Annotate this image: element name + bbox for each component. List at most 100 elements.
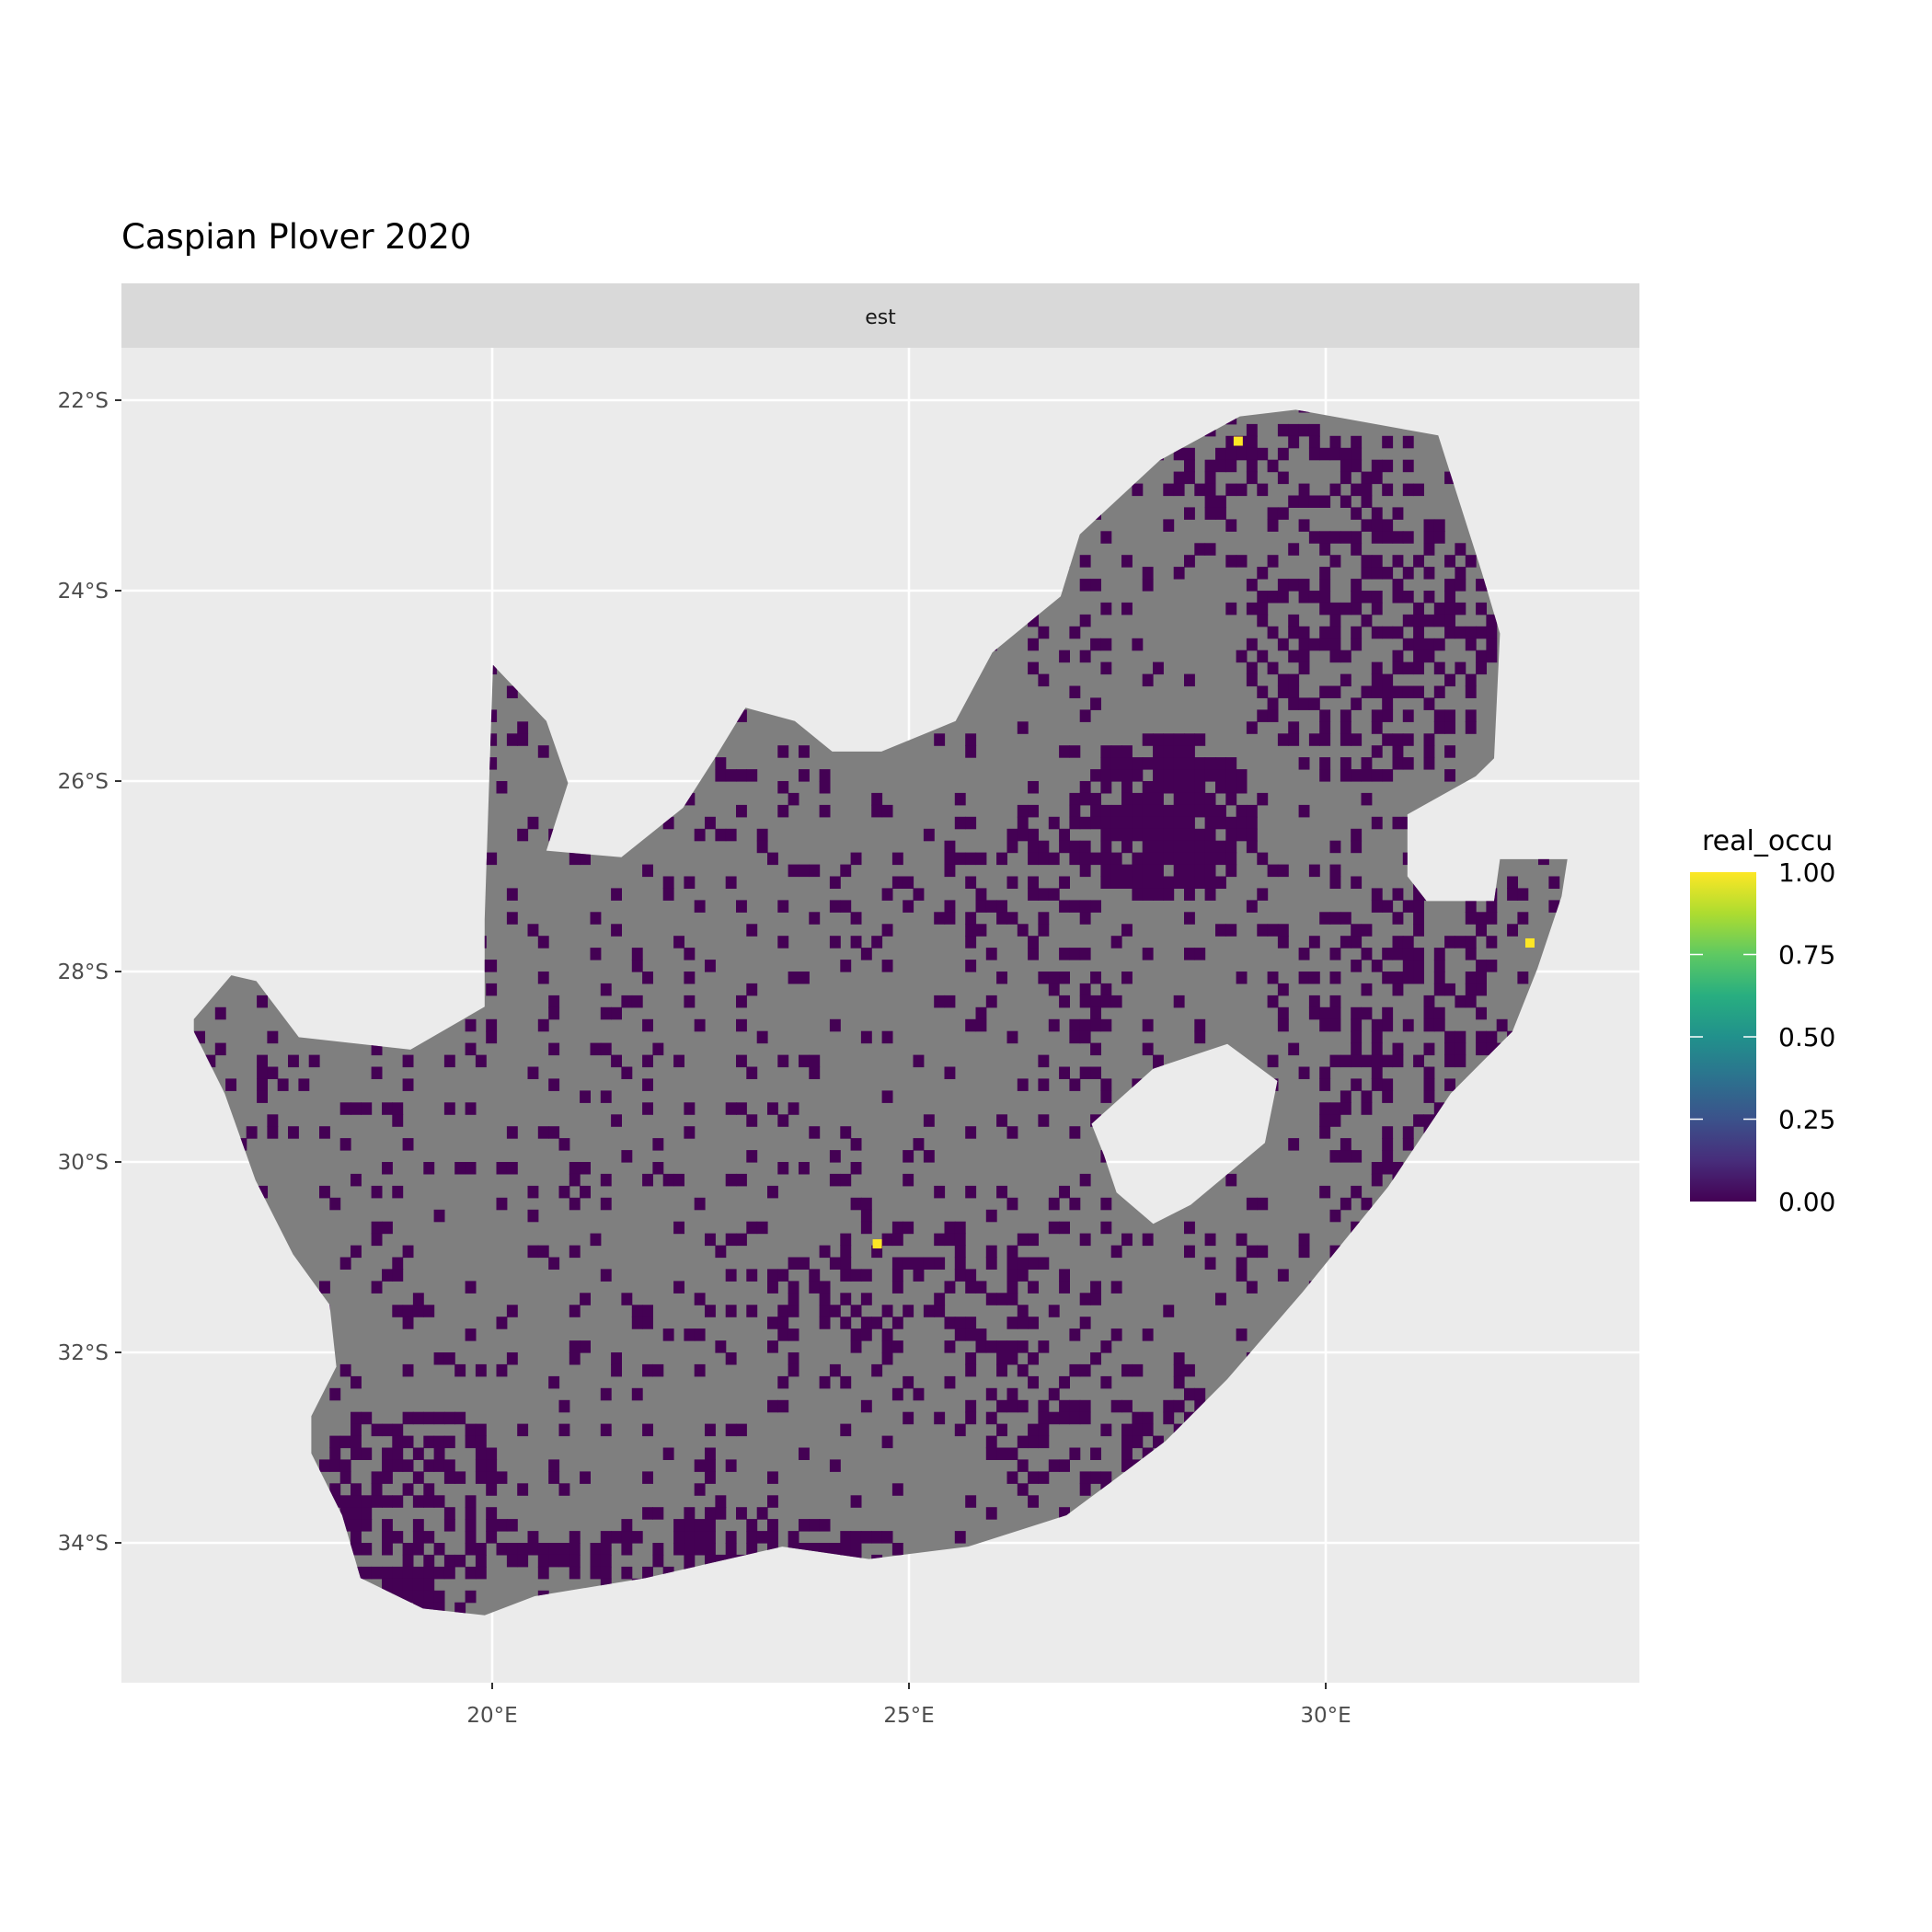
- occupancy-cell: [1246, 1281, 1258, 1294]
- occupancy-cell: [506, 888, 518, 901]
- occupancy-cell: [1455, 567, 1466, 580]
- occupancy-cell: [443, 1102, 455, 1115]
- occupancy-cell: [611, 1114, 622, 1127]
- occupancy-cell: [850, 1340, 862, 1353]
- occupancy-cell: [371, 1483, 383, 1496]
- occupancy-cell: [1371, 1042, 1383, 1056]
- occupancy-cell: [871, 792, 883, 806]
- occupancy-cell: [871, 1531, 883, 1544]
- occupancy-cell: [1017, 1435, 1029, 1449]
- occupancy-cell: [1121, 602, 1133, 615]
- occupancy-cell: [1329, 483, 1341, 497]
- occupancy-cell: [1100, 804, 1112, 818]
- occupancy-cell: [351, 1519, 362, 1532]
- occupancy-cell: [1433, 638, 1445, 651]
- occupancy-cell: [361, 1519, 373, 1532]
- occupancy-cell: [965, 1126, 977, 1139]
- occupancy-cell: [382, 1519, 393, 1532]
- occupancy-cell: [600, 1566, 612, 1580]
- occupancy-cell: [392, 1459, 404, 1472]
- occupancy-cell: [1444, 602, 1455, 615]
- occupancy-cell: [1225, 483, 1237, 497]
- occupancy-cell: [881, 1090, 893, 1103]
- occupancy-cell: [1163, 852, 1175, 866]
- occupancy-cell: [673, 1519, 684, 1532]
- occupancy-cell: [527, 1245, 539, 1259]
- occupancy-cell: [684, 1531, 696, 1544]
- occupancy-cell: [1392, 661, 1404, 675]
- occupancy-cell: [392, 1435, 404, 1449]
- occupancy-cell: [257, 1090, 268, 1103]
- occupancy-cell: [412, 1305, 424, 1317]
- occupancy-cell: [611, 1363, 622, 1377]
- occupancy-cell: [1382, 567, 1394, 580]
- occupancy-cell: [736, 900, 747, 913]
- occupancy-cell: [506, 733, 518, 746]
- occupancy-cell: [1204, 471, 1216, 485]
- occupancy-cell: [934, 1185, 946, 1199]
- occupancy-cell: [382, 1162, 393, 1175]
- occupancy-cell: [392, 1102, 404, 1115]
- occupancy-cell: [1246, 459, 1258, 473]
- occupancy-cell: [985, 1340, 997, 1353]
- occupancy-cell: [1059, 1269, 1070, 1282]
- occupancy-cell: [777, 1399, 789, 1413]
- occupancy-cell: [1382, 1150, 1394, 1163]
- occupancy-cell: [1277, 579, 1289, 592]
- occupancy-cell: [1100, 1018, 1112, 1032]
- occupancy-cell: [1236, 447, 1248, 461]
- occupancy-cell: [1048, 1197, 1060, 1211]
- occupancy-cell: [1153, 864, 1164, 878]
- occupancy-cell: [1204, 543, 1216, 556]
- occupancy-cell: [1173, 471, 1185, 485]
- occupancy-cell: [1090, 697, 1101, 710]
- occupancy-cell: [642, 1078, 653, 1091]
- occupancy-cell: [1184, 745, 1195, 758]
- occupancy-cell: [819, 769, 831, 782]
- occupancy-cell: [705, 1507, 716, 1520]
- occupancy-cell: [777, 900, 789, 913]
- occupancy-cell: [1308, 435, 1320, 449]
- occupancy-cell: [1433, 661, 1445, 675]
- occupancy-cell: [257, 1054, 268, 1068]
- occupancy-cell: [1496, 1018, 1508, 1032]
- occupancy-cell: [1184, 792, 1195, 806]
- occupancy-cell: [1090, 1042, 1101, 1056]
- occupancy-cell: [1486, 1030, 1498, 1044]
- occupancy-cell: [1351, 638, 1363, 651]
- occupancy-cell: [475, 1447, 487, 1460]
- occupancy-cell: [840, 900, 852, 913]
- occupancy-cell: [257, 1066, 268, 1079]
- occupancy-cell: [1371, 507, 1383, 520]
- occupancy-cell: [1444, 673, 1455, 687]
- occupancy-cell: [537, 1543, 549, 1556]
- occupancy-cell: [1476, 650, 1487, 663]
- occupancy-cell: [1090, 1293, 1101, 1305]
- occupancy-cell: [443, 1352, 455, 1365]
- occupancy-cell: [652, 1363, 664, 1377]
- occupancy-cell: [954, 1531, 966, 1544]
- occupancy-cell: [725, 1352, 737, 1365]
- occupancy-cell: [850, 852, 862, 866]
- occupancy-cell: [799, 1519, 810, 1532]
- occupancy-cell: [548, 1471, 560, 1484]
- occupancy-cell: [819, 804, 831, 818]
- occupancy-cell: [1059, 828, 1070, 842]
- occupancy-cell: [1121, 1233, 1133, 1247]
- occupancy-cell: [850, 1138, 862, 1151]
- occupancy-cell: [537, 1245, 549, 1259]
- occupancy-cell: [1288, 495, 1300, 508]
- occupancy-cell: [1100, 1340, 1112, 1353]
- occupancy-cell: [1361, 614, 1373, 627]
- occupancy-cell: [788, 1328, 799, 1341]
- occupancy-cell: [1257, 447, 1269, 461]
- occupancy-cell: [1486, 638, 1498, 651]
- occupancy-cell: [725, 1233, 737, 1247]
- occupancy-cell: [954, 1423, 966, 1437]
- occupancy-cell: [1351, 1054, 1363, 1068]
- occupancy-cell: [580, 1340, 591, 1353]
- occupancy-cell: [965, 816, 977, 830]
- occupancy-cell: [903, 1257, 914, 1270]
- occupancy-cell: [1444, 614, 1455, 627]
- occupancy-cell: [1006, 828, 1018, 842]
